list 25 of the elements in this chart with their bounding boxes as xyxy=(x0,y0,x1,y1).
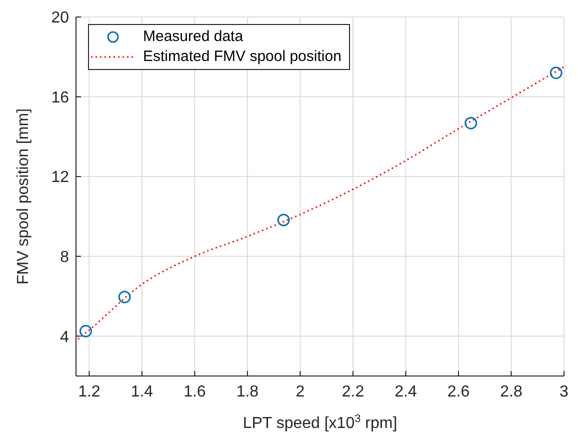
x-tick-label: 3 xyxy=(560,383,569,400)
y-axis-title: FMV spool position [mm] xyxy=(15,108,32,285)
point xyxy=(550,66,562,80)
point xyxy=(464,116,478,130)
point xyxy=(277,214,290,226)
y-tick-label: 12 xyxy=(51,169,70,186)
x-tick-label: 2.2 xyxy=(342,383,364,400)
x-tick-label: 1.4 xyxy=(130,383,154,400)
x-tick-label: 1.8 xyxy=(236,383,259,400)
point xyxy=(80,324,92,338)
y-tick-label: 8 xyxy=(60,249,70,266)
x-tick-label: 1.2 xyxy=(78,383,100,400)
y-tick-label: 20 xyxy=(51,10,70,27)
x-tick-label: 2 xyxy=(296,383,305,400)
x-tick-label: 1.6 xyxy=(184,383,206,400)
x-tick-label: 2.6 xyxy=(447,383,470,400)
point xyxy=(118,290,131,304)
x-axis-title: LPT speed [x10$^{3}$ rpm] xyxy=(242,413,398,432)
y-tick-label: 16 xyxy=(51,89,70,106)
legend-label: Estimated FMV spool position xyxy=(143,47,342,67)
x-tick-label: 2.4 xyxy=(394,383,417,400)
y-tick-label: 4 xyxy=(60,328,70,346)
x-tick-label: 2.8 xyxy=(500,383,522,400)
legend-label: Measured data xyxy=(143,27,244,47)
line-series xyxy=(77,66,564,340)
